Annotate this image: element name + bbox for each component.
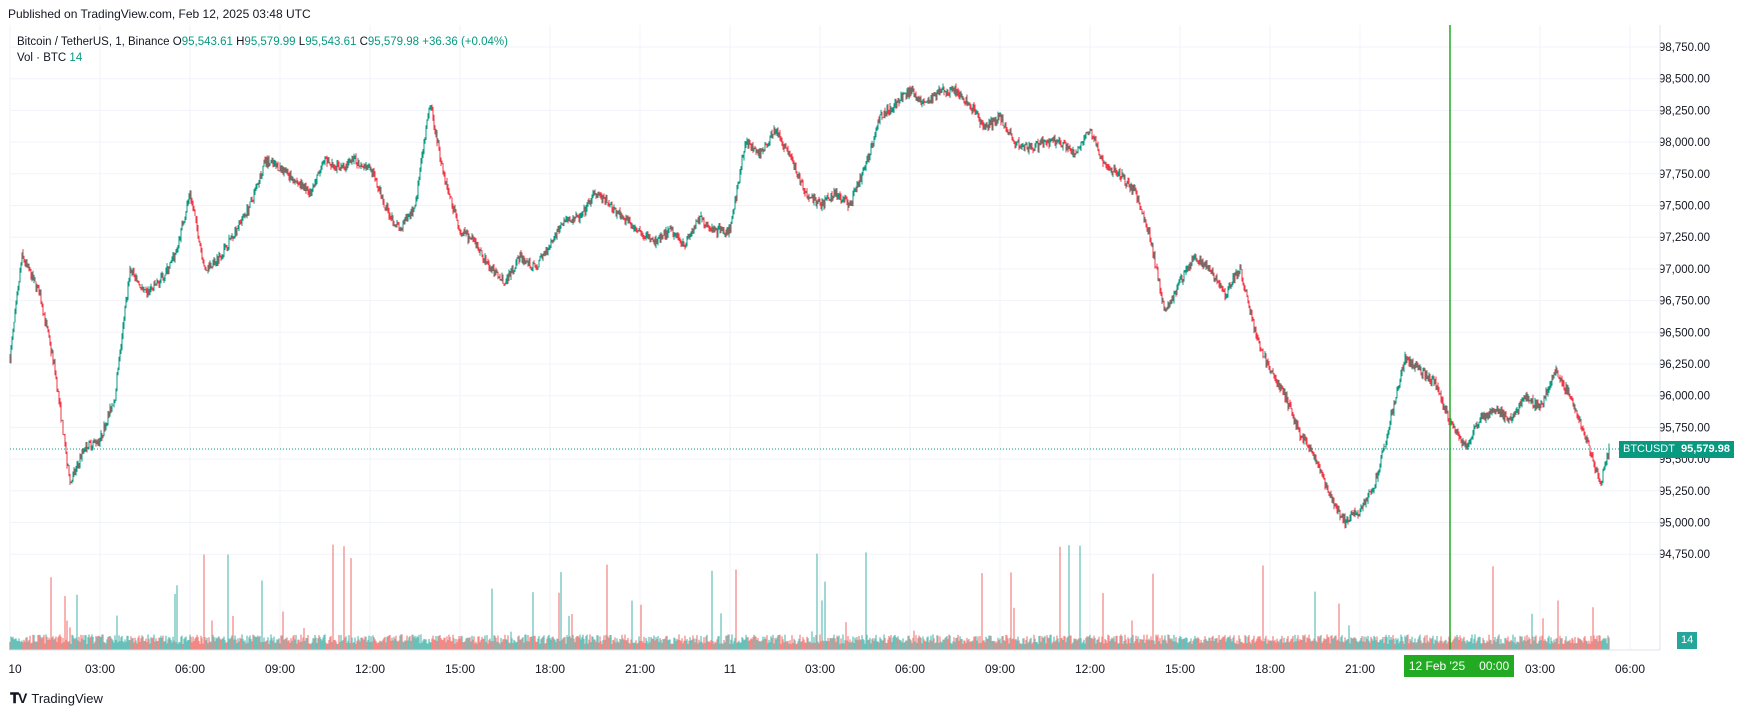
- legend-volume: 14: [69, 52, 83, 64]
- y-tick-label: 95,000.00: [1659, 518, 1710, 530]
- y-tick-label: 97,500.00: [1659, 201, 1710, 213]
- x-tick-label: 09:00: [985, 662, 1015, 676]
- y-tick-label: 96,500.00: [1659, 327, 1710, 339]
- last-price-tag: 95,579.98: [1677, 441, 1734, 458]
- legend-volume-row: Vol · BTC 14: [17, 50, 508, 66]
- legend-l-label: L: [298, 36, 306, 48]
- volume-tag: 14: [1677, 632, 1698, 649]
- x-tick-label: 03:00: [805, 662, 835, 676]
- x-tick-label: 11: [724, 662, 737, 676]
- y-tick-label: 95,250.00: [1659, 486, 1710, 498]
- y-tick-label: 96,250.00: [1659, 359, 1710, 371]
- x-tick-label: 21:00: [1345, 662, 1375, 676]
- legend-volume-label: Vol · BTC: [17, 52, 67, 64]
- legend-change: +36.36 (+0.04%): [422, 36, 508, 48]
- x-tick-label: 15:00: [1165, 662, 1195, 676]
- x-tick-label: 03:00: [1525, 662, 1555, 676]
- y-tick-label: 96,750.00: [1659, 296, 1710, 308]
- legend-symbol-row: Bitcoin / TetherUS, 1, Binance O95,543.6…: [17, 34, 508, 50]
- legend-open: 95,543.61: [181, 36, 233, 48]
- legend-close: 95,579.98: [367, 36, 420, 48]
- y-tick-label: 96,000.00: [1659, 391, 1710, 403]
- y-tick-label: 97,000.00: [1659, 264, 1710, 276]
- y-tick-label: 95,750.00: [1659, 422, 1710, 434]
- candlestick-series: [9, 83, 1610, 529]
- y-tick-label: 97,750.00: [1659, 169, 1710, 181]
- crosshair-time-label: 12 Feb '25 00:00: [1404, 655, 1514, 677]
- x-tick-label: 10: [8, 662, 22, 676]
- y-tick-label: 98,750.00: [1659, 42, 1710, 54]
- y-tick-label: 98,500.00: [1659, 74, 1710, 86]
- crosshair-date: 12 Feb '25: [1408, 659, 1466, 673]
- symbol-price-tag-label: BTCUSDT: [1619, 441, 1679, 458]
- legend-high: 95,579.99: [244, 36, 296, 48]
- legend-symbol: Bitcoin / TetherUS, 1, Binance: [17, 36, 170, 48]
- tradingview-logo-icon: 𝐓V: [10, 690, 27, 706]
- legend-c-label: C: [359, 36, 368, 48]
- grid: [9, 25, 1660, 650]
- x-tick-label: 03:00: [85, 662, 115, 676]
- x-tick-label: 18:00: [535, 662, 565, 676]
- legend-o-label: O: [172, 36, 182, 48]
- x-tick-label: 15:00: [445, 662, 475, 676]
- x-tick-label: 06:00: [175, 662, 205, 676]
- x-tick-label: 12:00: [1075, 662, 1105, 676]
- volume-bars: [9, 544, 1610, 650]
- x-tick-label: 12:00: [355, 662, 385, 676]
- x-tick-label: 06:00: [895, 662, 925, 676]
- legend-low: 95,543.61: [305, 36, 357, 48]
- published-date: Published on TradingView.com, Feb 12, 20…: [8, 7, 311, 21]
- footer-brand: TradingView: [31, 691, 103, 706]
- y-tick-label: 94,750.00: [1659, 549, 1710, 561]
- x-tick-label: 06:00: [1615, 662, 1645, 676]
- y-tick-label: 97,250.00: [1659, 232, 1710, 244]
- x-tick-label: 09:00: [265, 662, 295, 676]
- y-tick-label: 98,000.00: [1659, 137, 1710, 149]
- x-tick-label: 18:00: [1255, 662, 1285, 676]
- axes: 98,750.00 98,500.00 98,250.00 98,000.00 97,7…: [8, 25, 1710, 676]
- x-tick-label: 21:00: [625, 662, 655, 676]
- y-tick-label: 98,250.00: [1659, 105, 1710, 117]
- crosshair-time: 00:00: [1479, 659, 1510, 673]
- chart-legend: Bitcoin / TetherUS, 1, Binance O95,543.6…: [17, 34, 508, 66]
- footer: 𝐓V TradingView: [10, 690, 103, 707]
- legend-h-label: H: [236, 36, 245, 48]
